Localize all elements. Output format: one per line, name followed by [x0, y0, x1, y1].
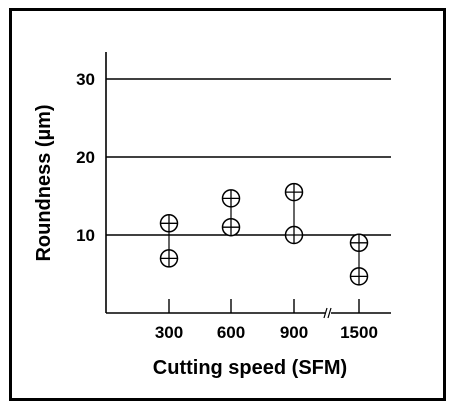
- y-axis-label: Roundness (µm): [33, 104, 55, 261]
- axis-break-gap: [325, 305, 331, 321]
- point-min-300: [159, 249, 179, 268]
- axes: [105, 52, 391, 321]
- point-max-300: [159, 214, 179, 233]
- point-min-1500: [349, 267, 369, 286]
- data-marks: [159, 182, 369, 286]
- axis-break-mark: [327, 307, 332, 319]
- point-max-900: [284, 182, 304, 202]
- x-tick-label-900: 900: [280, 323, 308, 342]
- x-tick-label-600: 600: [217, 323, 245, 342]
- y-tick-label-20: 20: [76, 148, 95, 167]
- y-tick-labels: 10 20 30: [76, 70, 95, 245]
- x-tick-label-1500: 1500: [340, 323, 378, 342]
- x-tick-label-300: 300: [155, 323, 183, 342]
- grid-lines: [106, 78, 391, 236]
- point-max-600: [221, 189, 241, 208]
- axis-break-mark: [323, 307, 328, 319]
- point-min-600: [221, 217, 241, 237]
- y-tick-label-10: 10: [76, 226, 95, 245]
- x-tick-labels: 300 600 900 1500: [155, 323, 378, 342]
- point-min-900: [284, 225, 304, 245]
- y-tick-label-30: 30: [76, 70, 95, 89]
- x-axis-label: Cutting speed (SFM): [153, 357, 347, 379]
- point-max-1500: [349, 233, 369, 253]
